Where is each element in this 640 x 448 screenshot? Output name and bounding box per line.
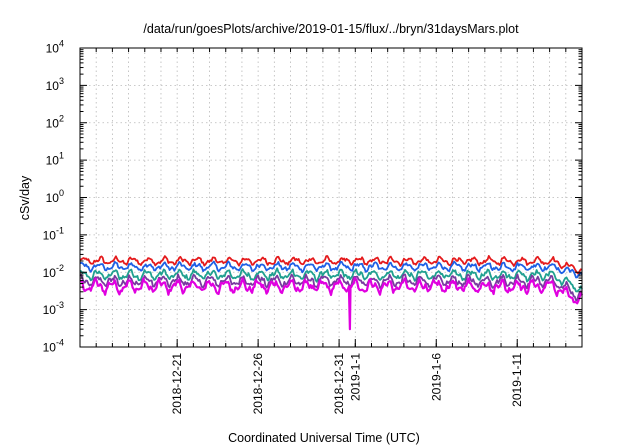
x-tick-label: 2019-1-6 <box>429 353 443 401</box>
series-1 <box>79 254 583 275</box>
y-tick-label: 102 <box>46 113 64 130</box>
series-2 <box>79 260 583 279</box>
data-series <box>79 254 583 331</box>
series-line <box>79 260 583 279</box>
y-tick-label: 104 <box>46 39 64 56</box>
y-tick-label: 101 <box>46 151 64 168</box>
series-3 <box>79 267 583 293</box>
plot-frame <box>79 47 583 348</box>
x-tick-label: 2019-1-1 <box>348 353 362 401</box>
x-axis-label: Coordinated Universal Time (UTC) <box>228 431 420 445</box>
axis-ticks: 10-4 10-3 10-2 10-1 100 101 102 103 104 2018-12-2… <box>43 39 582 415</box>
y-axis-label: cSv/day <box>18 175 32 220</box>
series-4 <box>79 273 583 302</box>
series-line <box>79 254 583 275</box>
chart-title: /data/run/goesPlots/archive/2019-01-15/f… <box>143 22 519 36</box>
y-tick-label: 10-4 <box>43 338 64 355</box>
y-tick-label: 103 <box>46 76 64 93</box>
y-tick-label: 100 <box>46 188 64 205</box>
series-line <box>79 277 583 331</box>
x-tick-label: 2019-1-11 <box>510 353 524 407</box>
y-tick-label: 10-2 <box>43 263 64 280</box>
x-tick-label: 2018-12-31 <box>332 353 346 415</box>
series-5 <box>79 277 583 331</box>
x-tick-label: 2018-12-21 <box>170 353 184 415</box>
x-tick-label: 2018-12-26 <box>251 353 265 415</box>
series-line <box>79 267 583 293</box>
series-line <box>79 273 583 302</box>
grid-lines <box>80 48 582 347</box>
y-tick-label: 10-1 <box>43 225 64 242</box>
y-tick-label: 10-3 <box>43 300 64 317</box>
